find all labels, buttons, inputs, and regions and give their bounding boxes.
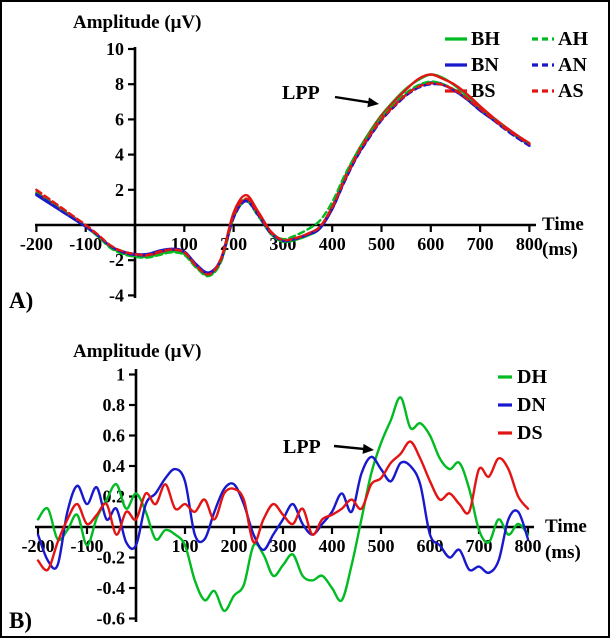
x-tick-label: 400 xyxy=(319,234,346,254)
legend-label-BH: BH xyxy=(471,28,500,50)
x-tick-label: -100 xyxy=(69,234,102,254)
series-DN xyxy=(36,455,530,575)
legend-label-BS: BS xyxy=(471,80,495,102)
legend-label-AS: AS xyxy=(558,80,584,102)
x-tick-label: -200 xyxy=(22,536,55,556)
lpp-annotation: LPP xyxy=(282,82,320,104)
series-AS xyxy=(35,82,531,276)
y-axis-title: Amplitude (μV) xyxy=(73,341,201,362)
x-tick-label: 800 xyxy=(515,536,542,556)
x-axis-unit: (ms) xyxy=(545,542,581,563)
y-tick-label: 8 xyxy=(115,74,124,94)
y-tick-label: 2 xyxy=(115,180,124,200)
x-tick-label: 600 xyxy=(417,536,444,556)
legend-label-DN: DN xyxy=(517,394,546,416)
y-axis-title: Amplitude (μV) xyxy=(73,12,201,33)
y-tick-label: -0.6 xyxy=(97,609,126,629)
x-tick-label: 700 xyxy=(466,536,493,556)
x-tick-label: 500 xyxy=(368,536,395,556)
y-tick-label: 1 xyxy=(116,365,125,385)
lpp-arrow-line xyxy=(334,95,372,104)
series-DH xyxy=(36,396,530,613)
y-tick-label: -0.2 xyxy=(97,548,126,568)
lpp-arrow-icon xyxy=(362,443,374,454)
lpp-arrow-icon xyxy=(367,97,379,108)
x-tick-label: 600 xyxy=(417,234,444,254)
y-tick-label: -0.4 xyxy=(97,578,126,598)
series-DS xyxy=(36,440,530,572)
legend-label-AH: AH xyxy=(558,28,588,50)
x-tick-label: 800 xyxy=(516,234,543,254)
x-tick-label: 700 xyxy=(467,234,494,254)
x-tick-label: 500 xyxy=(368,234,395,254)
lpp-annotation: LPP xyxy=(283,436,321,458)
y-tick-label: 0.4 xyxy=(103,456,126,476)
panel-b-label: B) xyxy=(9,608,32,633)
panel-a-label: A) xyxy=(9,288,34,313)
y-tick-label: 10 xyxy=(106,39,124,59)
x-tick-label: 400 xyxy=(319,536,346,556)
y-tick-label: 0.8 xyxy=(103,395,126,415)
legend-label-AN: AN xyxy=(558,54,587,76)
x-tick-label: 300 xyxy=(270,536,297,556)
x-axis-unit: (ms) xyxy=(542,239,578,260)
x-tick-label: -200 xyxy=(20,234,53,254)
y-tick-label: 6 xyxy=(115,109,124,129)
y-tick-label: 0.6 xyxy=(103,426,126,446)
x-axis-title: Time xyxy=(545,516,587,537)
lpp-arrow-line xyxy=(333,444,367,451)
legend-label-DH: DH xyxy=(517,366,547,388)
y-tick-label: -2 xyxy=(109,250,124,270)
legend-label-DS: DS xyxy=(517,422,543,444)
x-tick-label: 200 xyxy=(221,536,248,556)
legend-label-BN: BN xyxy=(471,54,499,76)
x-axis-title: Time xyxy=(542,214,584,235)
y-tick-label: 4 xyxy=(115,145,124,165)
y-tick-label: -4 xyxy=(109,285,124,305)
